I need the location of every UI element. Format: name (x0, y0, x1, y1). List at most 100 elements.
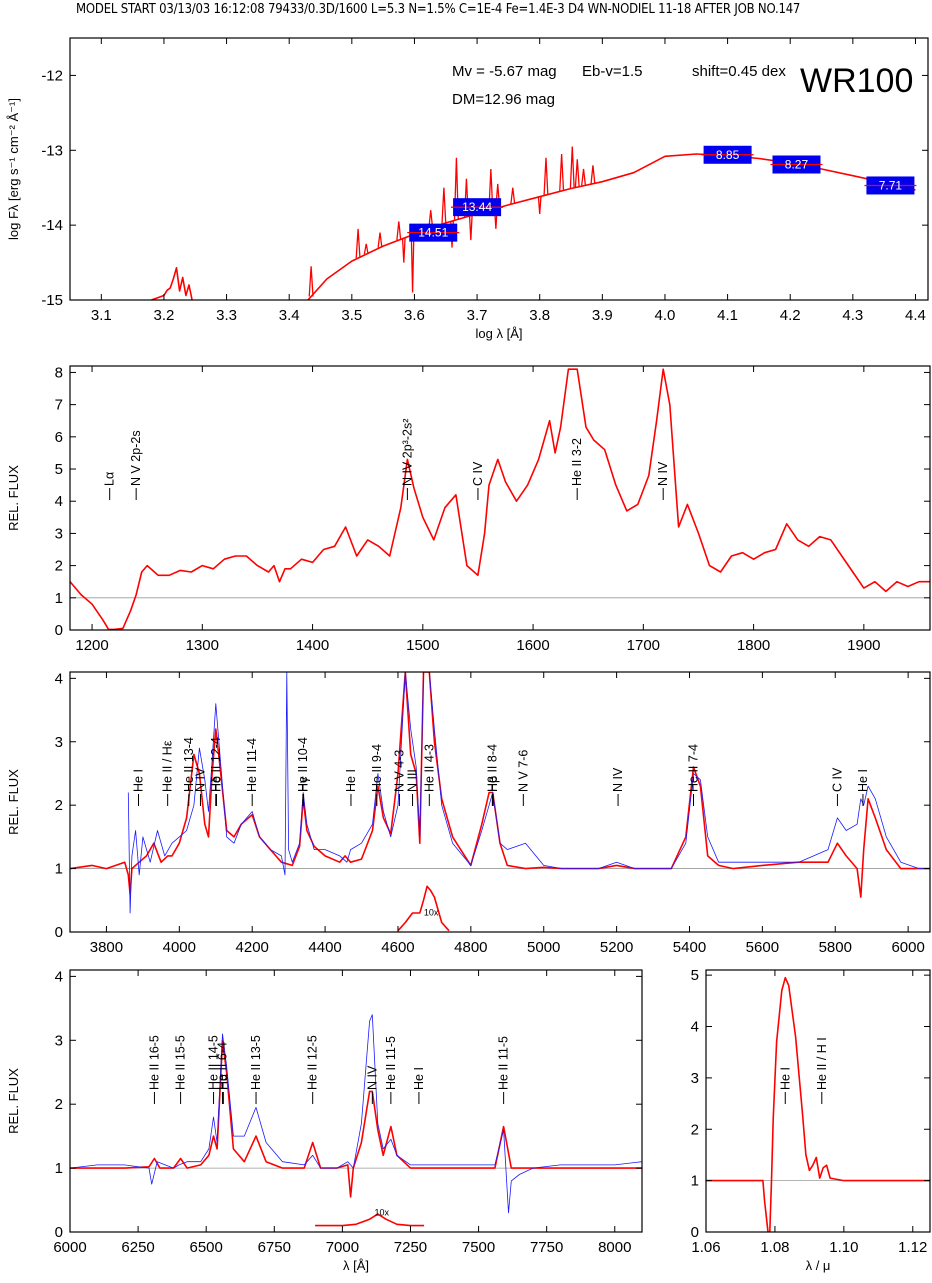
x-tick-label: 5800 (819, 939, 852, 956)
color-excess: Eb-v=1.5 (582, 63, 642, 80)
x-tick-label: 6000 (53, 1239, 86, 1256)
y-axis-label: REL. FLUX (6, 1068, 21, 1134)
line-id-label: N IV 2p³-2s² (400, 419, 414, 486)
absorption-spike (410, 234, 415, 293)
x-tick-label: 5400 (673, 939, 706, 956)
y-axis-label: REL. FLUX (6, 465, 21, 531)
y-tick-label: 2 (55, 1096, 63, 1113)
emission-spike (559, 153, 565, 191)
line-id-label: He II 8-4 (485, 744, 499, 792)
x-tick-label: 3.8 (529, 307, 550, 324)
x-tick-label: 8000 (598, 1239, 631, 1256)
x-tick-label: 3.2 (154, 307, 175, 324)
photometry-label: 8.27 (785, 158, 809, 172)
y-tick-label: 0 (691, 1224, 699, 1241)
x-tick-label: 5200 (600, 939, 633, 956)
line-id-label: N V 2p-2s (129, 430, 143, 486)
line-id-label: Hα (216, 1074, 230, 1090)
line-id-label: He II 13-5 (249, 1035, 263, 1090)
panel-sed: 3.1 3.2 3.3 3.4 3.5 3.6 3.7 3.8 3.9 4.0 4.1 4.2 4.3 4… (6, 37, 929, 341)
x-tick-label: 4.0 (655, 307, 676, 324)
series-model-line (706, 976, 930, 1232)
series-model-line (70, 368, 930, 630)
x-tick-label: 4800 (454, 939, 487, 956)
y-tick-label: -13 (41, 142, 63, 159)
plot-area (70, 1014, 642, 1227)
header-line: MODEL START 03/13/03 16:12:08 79433/0.3D… (76, 2, 801, 17)
y-tick-label: 5 (55, 461, 63, 478)
line-id-label: Hγ (297, 776, 311, 792)
line-id-label: He II / Hε (161, 740, 175, 792)
axis-frame (705, 969, 931, 1233)
y-tick-label: 4 (55, 493, 63, 510)
x-axis-label: λ [Å] (343, 1258, 369, 1273)
axis-frame (69, 365, 931, 631)
x-tick-label: 1200 (75, 637, 108, 654)
x-tick-label: 7500 (462, 1239, 495, 1256)
line-id-label: Lα (103, 472, 117, 486)
line-id-label: He II 11-5 (384, 1036, 398, 1090)
x-tick-label: 1.12 (898, 1239, 927, 1256)
panel-red: 6000 6250 6500 6750 7000 7250 7500 7750 8000 0 1 2 3… (6, 968, 643, 1273)
emission-spike (377, 232, 383, 248)
y-tick-label: 0 (55, 622, 63, 639)
y-tick-label: 3 (691, 1070, 699, 1087)
panel-uv: 1200 1300 1400 1500 1600 1700 1800 1900 0 1 2 3 4 5 6 7… (6, 364, 931, 654)
line-id-label: He II 15-5 (174, 1035, 188, 1090)
x-tick-label: 3.7 (467, 307, 488, 324)
x-tick-label: 3.4 (279, 307, 300, 324)
photometry-label: 7.71 (879, 178, 903, 192)
x-tick-label: 7000 (326, 1239, 359, 1256)
plot-area (70, 368, 930, 630)
x-tick-label: 4200 (236, 939, 269, 956)
emission-spike (581, 168, 587, 186)
x-tick-label: 6250 (121, 1239, 154, 1256)
distance-modulus: DM=12.96 mag (452, 91, 555, 108)
series-observed-line (127, 672, 930, 914)
line-id-label: He II 9-4 (370, 744, 384, 792)
y-tick-label: -15 (41, 292, 63, 309)
x-tick-label: 1.08 (760, 1239, 789, 1256)
x-tick-label: 6000 (891, 939, 924, 956)
flux-shift: shift=0.45 dex (692, 63, 786, 80)
emission-spike (355, 228, 361, 259)
y-tick-label: 4 (55, 968, 63, 985)
emission-spike (428, 210, 434, 229)
x-tick-label: 3.5 (341, 307, 362, 324)
photometry-label: 14.51 (418, 226, 448, 240)
line-id-label: C IV (471, 461, 485, 486)
line-id-label: He II 12-4 (209, 737, 223, 792)
series-model-line (70, 672, 930, 898)
y-tick-label: 0 (55, 1224, 63, 1241)
series-model-x10-inset-line (397, 885, 450, 932)
y-tick-label: 3 (55, 1032, 63, 1049)
y-tick-label: -12 (41, 67, 63, 84)
x-tick-label: 3.3 (216, 307, 237, 324)
x-tick-label: 4.3 (842, 307, 863, 324)
y-tick-label: 2 (55, 558, 63, 575)
y-tick-label: 8 (55, 364, 63, 381)
line-id-label: He II 6-4 (216, 1042, 230, 1090)
y-tick-label: 1 (55, 590, 63, 607)
plot-area (706, 976, 930, 1232)
x-tick-label: 1.06 (691, 1239, 720, 1256)
line-id-label: He II 3-2 (570, 438, 584, 486)
absorption-spike (401, 238, 406, 263)
emission-spike (543, 157, 549, 196)
emission-spike (308, 266, 314, 297)
emission-spike (396, 221, 402, 241)
line-id-label: N V 7-6 (516, 750, 530, 792)
x-tick-label: 5600 (746, 939, 779, 956)
x-tick-label: 4.2 (780, 307, 801, 324)
y-axis-label: REL. FLUX (6, 769, 21, 835)
x-tick-label: 4000 (163, 939, 196, 956)
y-tick-label: 6 (55, 429, 63, 446)
line-id-label: He II 14-5 (207, 1035, 221, 1090)
x-tick-label: 5000 (527, 939, 560, 956)
x-tick-label: 7750 (530, 1239, 563, 1256)
series-1-line (151, 266, 193, 300)
line-id-label: He I (344, 769, 358, 792)
x-tick-label: 6750 (258, 1239, 291, 1256)
